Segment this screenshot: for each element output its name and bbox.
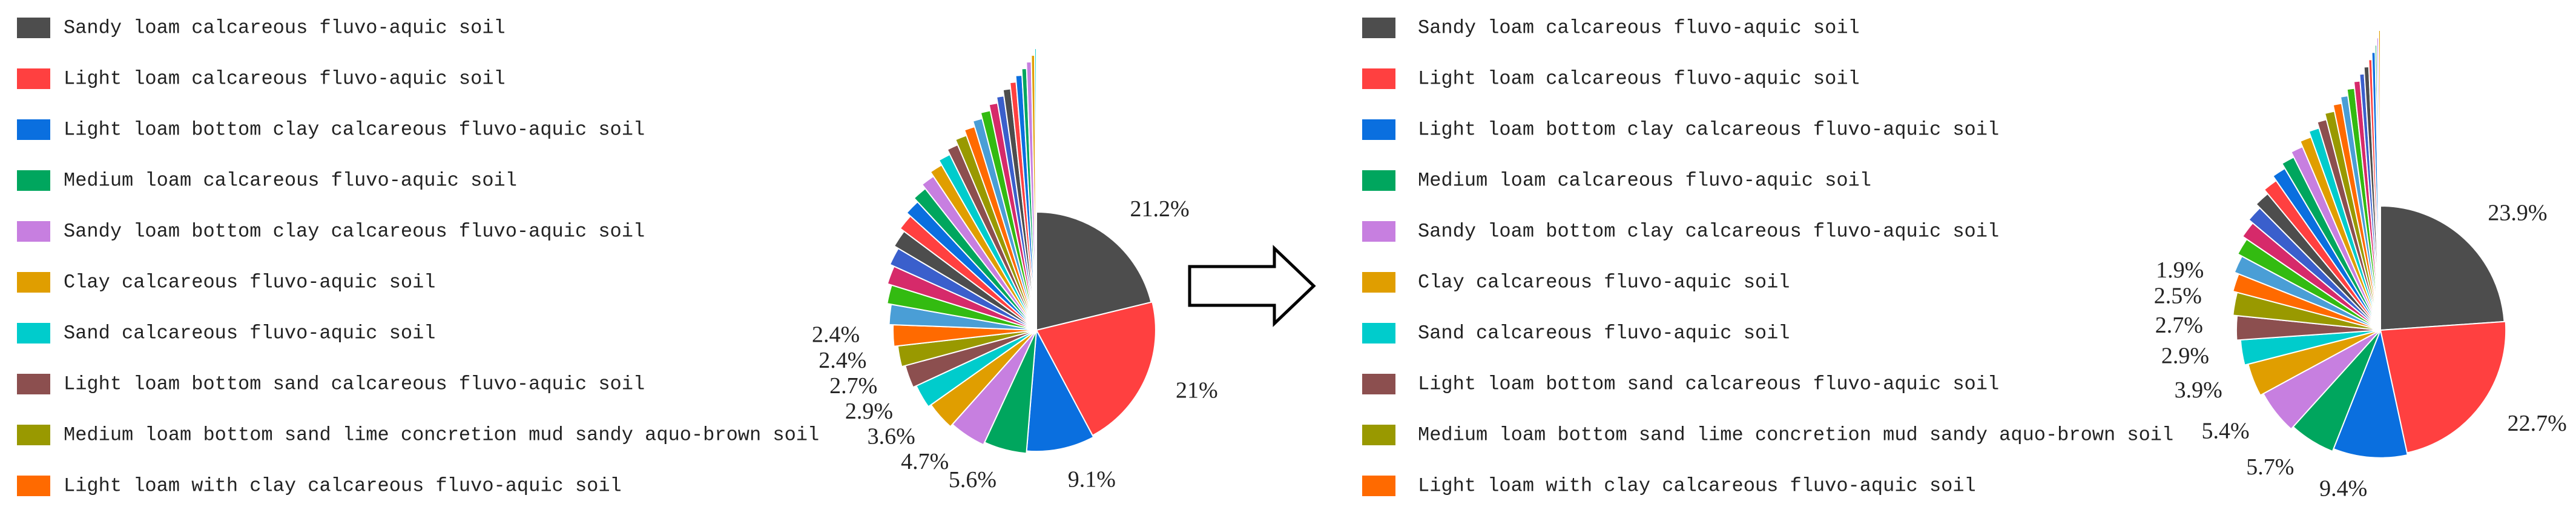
value-label: 21.2% <box>1130 196 1189 222</box>
pie-slice <box>1035 301 1156 437</box>
legend-label: Light loam calcareous fluvo-aquic soil <box>64 67 506 90</box>
pie-slice <box>1034 47 1037 331</box>
legend-label: Light loam bottom clay calcareous fluvo-… <box>1418 118 1999 141</box>
pie-slice <box>1026 328 1095 453</box>
legend-label: Sandy loam calcareous fluvo-aquic soil <box>1418 16 1860 39</box>
legend-label: Medium loam bottom sand lime concretion … <box>64 423 819 446</box>
legend-label: Medium loam bottom sand lime concretion … <box>1418 423 2173 446</box>
legend-label: Clay calcareous fluvo-aquic soil <box>64 271 436 293</box>
legend-label: Medium loam calcareous fluvo-aquic soil <box>64 169 517 191</box>
pie-chart: Sandy loam calcareous fluvo-aquic soil Li… <box>17 16 1218 497</box>
legend-swatch <box>1362 323 1395 343</box>
pie-slice <box>1036 211 1152 331</box>
value-label: 5.7% <box>2246 454 2294 480</box>
legend-swatch <box>17 425 50 445</box>
legend-swatch <box>1362 119 1395 140</box>
legend-label: Light loam with clay calcareous fluvo-aq… <box>1418 474 1976 497</box>
legend-label: Light loam bottom clay calcareous fluvo-… <box>64 118 645 141</box>
value-label: 1.9% <box>2156 257 2204 283</box>
legend-swatch <box>1362 425 1395 445</box>
value-label: 3.6% <box>868 424 915 450</box>
value-label: 5.6% <box>949 467 996 493</box>
arrow <box>1188 245 1316 327</box>
pie-slice <box>2379 320 2507 454</box>
legend-swatch <box>1362 476 1395 496</box>
value-label: 3.9% <box>2175 377 2222 403</box>
legend-label: Sand calcareous fluvo-aquic soil <box>1418 322 1790 344</box>
value-label: 4.7% <box>901 449 949 474</box>
value-label: 2.7% <box>829 373 877 399</box>
legend-swatch <box>17 272 50 293</box>
value-label: 2.9% <box>2161 343 2209 368</box>
legend-swatch <box>1362 18 1395 38</box>
value-label: 23.9% <box>2488 201 2547 226</box>
legend-label: Light loam with clay calcareous fluvo-aq… <box>64 474 622 497</box>
value-label: 2.9% <box>845 399 893 424</box>
pie-slice <box>2333 328 2408 459</box>
value-label: 22.7% <box>2508 411 2567 436</box>
value-label: 5.4% <box>2202 419 2250 444</box>
legend-swatch <box>1362 68 1395 89</box>
pie-slice <box>2377 29 2381 331</box>
legend-swatch <box>17 476 50 496</box>
legend-swatch <box>1362 272 1395 293</box>
legend-label: Light loam bottom sand calcareous fluvo-… <box>64 373 645 395</box>
legend-swatch <box>17 323 50 343</box>
value-label: 2.5% <box>2154 283 2202 308</box>
legend-swatch <box>17 18 50 38</box>
legend-label: Light loam bottom sand calcareous fluvo-… <box>1418 373 1999 395</box>
legend-swatch <box>17 221 50 242</box>
value-label: 2.4% <box>819 348 866 373</box>
legend-label: Medium loam calcareous fluvo-aquic soil <box>1418 169 1871 191</box>
legend-label: Sandy loam bottom clay calcareous fluvo-… <box>64 220 645 242</box>
legend-swatch <box>17 119 50 140</box>
value-label: 21% <box>1176 378 1218 403</box>
value-label: 2.4% <box>812 322 860 348</box>
pie-slice <box>2380 205 2505 331</box>
legend-swatch <box>1362 374 1395 394</box>
legend-swatch <box>17 68 50 89</box>
legend-swatch <box>1362 221 1395 242</box>
value-label: 9.1% <box>1068 467 1116 493</box>
legend-label: Clay calcareous fluvo-aquic soil <box>1418 271 1790 293</box>
legend-label: Sand calcareous fluvo-aquic soil <box>64 322 436 344</box>
value-label: 2.7% <box>2155 313 2203 338</box>
legend-swatch <box>17 374 50 394</box>
legend-label: Sandy loam bottom clay calcareous fluvo-… <box>1418 220 1999 242</box>
legend-label: Sandy loam calcareous fluvo-aquic soil <box>64 16 506 39</box>
legend-label: Light loam calcareous fluvo-aquic soil <box>1418 67 1860 90</box>
legend-swatch <box>1362 170 1395 191</box>
value-label: 9.4% <box>2319 476 2367 502</box>
pie-chart: Sandy loam calcareous fluvo-aquic soil Li… <box>1362 16 2567 502</box>
legend-swatch <box>17 170 50 191</box>
